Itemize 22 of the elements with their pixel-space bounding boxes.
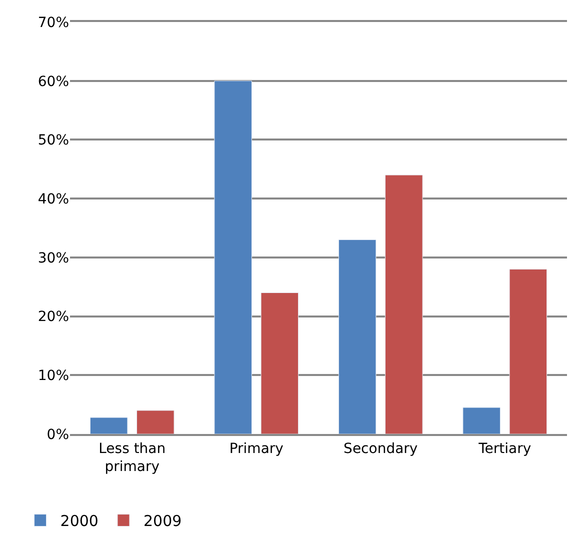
bar xyxy=(214,80,252,434)
y-tick-label: 70% xyxy=(38,14,69,31)
x-tick-label: Primary xyxy=(229,440,284,457)
y-tick-label: 30% xyxy=(38,250,69,266)
y-tick-label: 10% xyxy=(38,368,69,384)
y-tick-label: 60% xyxy=(38,74,69,90)
bar xyxy=(385,174,423,434)
legend-label: 2000 xyxy=(60,512,98,530)
bar xyxy=(90,417,128,434)
x-tick-label: Secondary xyxy=(344,440,418,457)
y-tick-label: 0% xyxy=(46,426,69,443)
bar xyxy=(136,410,174,434)
x-tick-label: Less than primary xyxy=(98,440,166,475)
x-tick-label: Tertiary xyxy=(478,440,532,457)
y-tick-label: 40% xyxy=(38,191,69,208)
bar xyxy=(338,240,376,434)
legend-label: 2009 xyxy=(143,512,182,530)
bar xyxy=(462,407,500,434)
bar xyxy=(509,268,548,434)
y-tick-label: 20% xyxy=(38,309,69,326)
bar xyxy=(260,292,299,434)
y-tick-label: 50% xyxy=(38,132,69,149)
